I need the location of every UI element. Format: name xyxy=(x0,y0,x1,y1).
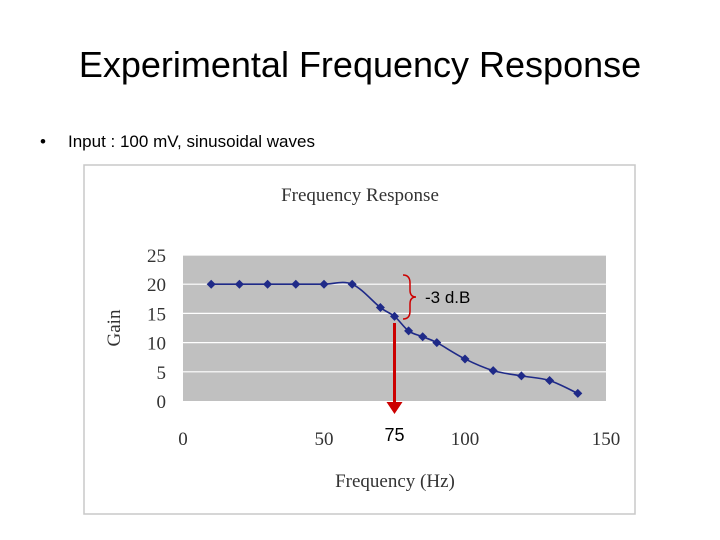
series-points xyxy=(206,279,583,398)
y-axis-ticks: 0 5 10 15 20 25 xyxy=(147,246,166,413)
bullet-marker: • xyxy=(40,132,46,151)
data-point xyxy=(375,303,385,313)
data-point xyxy=(234,279,244,289)
x-tick-label: 0 xyxy=(178,429,188,450)
data-point xyxy=(488,366,498,376)
series-line-gain xyxy=(211,281,579,395)
cutoff-arrow-head xyxy=(386,402,403,414)
data-point xyxy=(545,376,555,386)
y-tick-label: 25 xyxy=(147,246,166,267)
chart-title: Frequency Response xyxy=(281,185,439,206)
x-tick-label: 50 xyxy=(315,429,334,450)
y-tick-label: 15 xyxy=(147,304,166,325)
x-tick-label: 100 xyxy=(451,429,480,450)
y-tick-label: 5 xyxy=(157,363,167,384)
data-point xyxy=(516,371,526,381)
data-point xyxy=(460,354,470,364)
bullet-item: • Input : 100 mV, sinusoidal waves xyxy=(40,132,315,152)
y-tick-label: 0 xyxy=(157,392,167,413)
data-point xyxy=(390,311,399,321)
data-point xyxy=(263,279,273,289)
data-point xyxy=(319,279,329,289)
data-point xyxy=(418,332,428,342)
x-tick-label: 150 xyxy=(592,429,621,450)
x-axis-label: Frequency (Hz) xyxy=(335,471,455,492)
data-point xyxy=(404,326,414,336)
cutoff-label: 75 xyxy=(384,425,404,445)
y-tick-label: 20 xyxy=(147,275,166,296)
data-point xyxy=(347,279,357,289)
slide-title: Experimental Frequency Response xyxy=(78,44,642,85)
y-tick-label: 10 xyxy=(147,334,166,355)
db-brace xyxy=(402,274,417,320)
bullet-text: Input : 100 mV, sinusoidal waves xyxy=(68,132,315,151)
data-point xyxy=(432,338,442,348)
db-label: -3 d.B xyxy=(425,288,470,307)
x-axis-ticks: 0 50 100 150 xyxy=(178,429,620,450)
data-point xyxy=(573,388,583,398)
data-point xyxy=(206,279,216,289)
y-axis-label: Gain xyxy=(104,309,125,346)
data-point xyxy=(291,279,301,289)
